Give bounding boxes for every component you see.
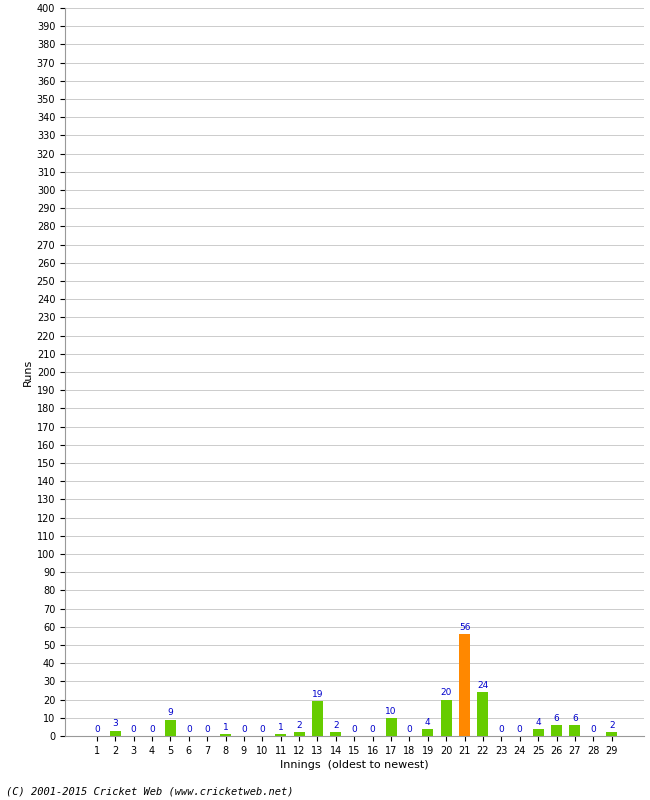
Text: 2: 2 bbox=[296, 721, 302, 730]
Text: 19: 19 bbox=[312, 690, 323, 699]
Text: 0: 0 bbox=[517, 725, 523, 734]
Bar bbox=[551, 725, 562, 736]
Bar bbox=[385, 718, 396, 736]
Text: 0: 0 bbox=[94, 725, 99, 734]
Text: 6: 6 bbox=[554, 714, 560, 723]
Bar bbox=[165, 720, 176, 736]
Bar bbox=[110, 730, 121, 736]
Bar bbox=[441, 699, 452, 736]
Bar bbox=[312, 702, 323, 736]
Bar bbox=[330, 732, 341, 736]
Bar bbox=[220, 734, 231, 736]
Bar bbox=[532, 729, 543, 736]
Bar bbox=[569, 725, 580, 736]
Text: 0: 0 bbox=[131, 725, 136, 734]
Text: 4: 4 bbox=[536, 718, 541, 726]
Text: 1: 1 bbox=[278, 723, 283, 732]
Text: 0: 0 bbox=[370, 725, 376, 734]
Text: 0: 0 bbox=[259, 725, 265, 734]
Y-axis label: Runs: Runs bbox=[23, 358, 32, 386]
Text: 0: 0 bbox=[204, 725, 210, 734]
Text: 20: 20 bbox=[441, 689, 452, 698]
Text: 4: 4 bbox=[425, 718, 430, 726]
Text: 0: 0 bbox=[186, 725, 192, 734]
Text: (C) 2001-2015 Cricket Web (www.cricketweb.net): (C) 2001-2015 Cricket Web (www.cricketwe… bbox=[6, 786, 294, 796]
Text: 2: 2 bbox=[333, 721, 339, 730]
Bar bbox=[275, 734, 286, 736]
Bar bbox=[459, 634, 470, 736]
Text: 6: 6 bbox=[572, 714, 578, 723]
Text: 0: 0 bbox=[241, 725, 247, 734]
Text: 56: 56 bbox=[459, 623, 471, 632]
Text: 3: 3 bbox=[112, 719, 118, 728]
Text: 2: 2 bbox=[609, 721, 614, 730]
Bar bbox=[478, 692, 489, 736]
Text: 0: 0 bbox=[149, 725, 155, 734]
Bar bbox=[294, 732, 305, 736]
Text: 1: 1 bbox=[223, 723, 228, 732]
Text: 10: 10 bbox=[385, 706, 396, 716]
Text: 9: 9 bbox=[168, 709, 174, 718]
Text: 0: 0 bbox=[352, 725, 357, 734]
Text: 0: 0 bbox=[406, 725, 412, 734]
X-axis label: Innings  (oldest to newest): Innings (oldest to newest) bbox=[280, 760, 428, 770]
Text: 0: 0 bbox=[590, 725, 596, 734]
Bar bbox=[422, 729, 434, 736]
Text: 24: 24 bbox=[477, 681, 489, 690]
Text: 0: 0 bbox=[499, 725, 504, 734]
Bar bbox=[606, 732, 618, 736]
